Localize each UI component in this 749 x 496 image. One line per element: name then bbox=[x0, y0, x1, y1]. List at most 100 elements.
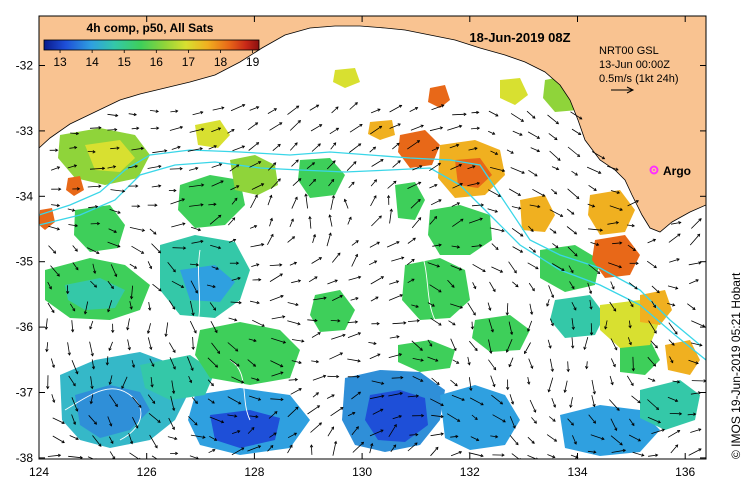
current-arrowhead bbox=[298, 388, 302, 392]
current-arrow bbox=[588, 414, 596, 424]
current-arrow bbox=[407, 395, 419, 398]
current-arrow bbox=[688, 359, 699, 364]
current-arrowhead bbox=[133, 112, 137, 117]
current-arrow bbox=[287, 302, 299, 306]
current-arrowhead bbox=[480, 402, 484, 406]
current-arrow bbox=[129, 263, 137, 269]
current-arrow bbox=[88, 206, 98, 209]
current-arrowhead bbox=[158, 164, 162, 169]
current-arrowhead bbox=[569, 404, 573, 409]
current-arrowhead bbox=[149, 265, 153, 270]
current-arrow bbox=[69, 147, 77, 149]
current-arrowhead bbox=[476, 110, 480, 115]
current-arrow bbox=[329, 127, 339, 135]
current-arrowhead bbox=[254, 225, 258, 229]
current-arrowhead bbox=[171, 390, 176, 395]
colorbar-tick-label: 16 bbox=[150, 55, 164, 69]
current-arrow bbox=[229, 164, 239, 172]
argo-label: Argo bbox=[663, 164, 691, 178]
current-arrowhead bbox=[75, 131, 80, 136]
current-arrowhead bbox=[482, 269, 486, 272]
current-arrowhead bbox=[337, 252, 341, 256]
current-arrow bbox=[548, 133, 558, 140]
current-arrowhead bbox=[598, 170, 602, 174]
current-arrow bbox=[431, 147, 439, 152]
current-arrow bbox=[347, 217, 352, 225]
current-arrow bbox=[610, 190, 620, 194]
current-arrowhead bbox=[376, 321, 380, 326]
current-arrow bbox=[490, 150, 498, 155]
current-arrow bbox=[571, 302, 577, 311]
current-arrow bbox=[171, 280, 184, 288]
current-arrowhead bbox=[530, 228, 534, 232]
current-arrowhead bbox=[73, 164, 78, 168]
current-arrowhead bbox=[71, 208, 76, 212]
current-arrowhead bbox=[416, 140, 421, 144]
current-arrow bbox=[570, 454, 578, 458]
current-arrowhead bbox=[420, 124, 424, 128]
current-arrowhead bbox=[129, 296, 134, 300]
current-arrow bbox=[528, 225, 534, 232]
current-arrowhead bbox=[56, 273, 60, 277]
current-arrowhead bbox=[479, 244, 483, 248]
current-arrow bbox=[147, 261, 152, 269]
colorbar-tick-label: 17 bbox=[182, 55, 196, 69]
current-arrow bbox=[271, 372, 284, 377]
argo-float: Argo bbox=[649, 164, 691, 178]
current-arrowhead bbox=[559, 213, 564, 217]
current-arrow bbox=[249, 106, 259, 111]
current-arrow bbox=[190, 300, 194, 316]
current-arrow bbox=[469, 377, 472, 391]
current-arrowhead bbox=[261, 243, 265, 247]
current-arrow bbox=[90, 394, 94, 404]
current-arrow bbox=[546, 298, 550, 307]
current-arrowhead bbox=[51, 364, 55, 369]
current-arrowhead bbox=[61, 440, 65, 444]
current-arrow bbox=[488, 130, 495, 135]
current-arrow bbox=[586, 166, 601, 174]
current-arrow bbox=[189, 455, 199, 459]
current-arrowhead bbox=[414, 107, 419, 111]
current-arrowhead bbox=[488, 307, 492, 311]
current-arrowhead bbox=[480, 203, 485, 207]
current-arrow bbox=[412, 376, 423, 382]
current-arrow bbox=[131, 245, 144, 254]
current-arrowhead bbox=[492, 288, 496, 293]
current-arrowhead bbox=[316, 405, 321, 409]
current-arrow bbox=[291, 360, 302, 364]
current-arrow bbox=[310, 422, 322, 433]
current-arrow bbox=[72, 262, 79, 270]
argo-marker-icon bbox=[649, 165, 659, 175]
current-arrow bbox=[330, 320, 340, 322]
current-arrow bbox=[370, 179, 377, 187]
current-arrowhead bbox=[234, 318, 238, 322]
current-arrow bbox=[690, 342, 702, 346]
current-arrowhead bbox=[261, 323, 265, 327]
current-arrow bbox=[247, 445, 261, 452]
current-arrowhead bbox=[417, 198, 421, 203]
current-arrow bbox=[227, 342, 238, 352]
current-arrowhead bbox=[534, 173, 538, 177]
current-arrowhead bbox=[573, 441, 577, 445]
current-arrowhead bbox=[571, 211, 575, 215]
current-arrow bbox=[149, 110, 159, 112]
current-arrowhead bbox=[256, 263, 260, 267]
current-arrowhead bbox=[280, 371, 284, 375]
current-arrowhead bbox=[397, 123, 401, 127]
current-arrowhead bbox=[217, 127, 222, 131]
current-arrowhead bbox=[110, 440, 114, 444]
current-arrowhead bbox=[122, 189, 126, 193]
current-arrowhead bbox=[174, 436, 178, 441]
current-arrowhead bbox=[331, 194, 335, 199]
current-arrow bbox=[287, 406, 299, 418]
current-arrowhead bbox=[291, 236, 296, 240]
current-scale-label: 0.5m/s (1kt 24h) bbox=[599, 73, 678, 85]
current-arrow bbox=[589, 299, 592, 310]
current-arrow bbox=[289, 218, 294, 228]
current-arrow bbox=[249, 225, 257, 229]
current-arrowhead bbox=[220, 420, 225, 424]
current-arrow bbox=[231, 376, 244, 384]
current-arrow bbox=[670, 444, 679, 454]
current-arrowhead bbox=[270, 233, 274, 238]
current-arrowhead bbox=[438, 322, 442, 326]
